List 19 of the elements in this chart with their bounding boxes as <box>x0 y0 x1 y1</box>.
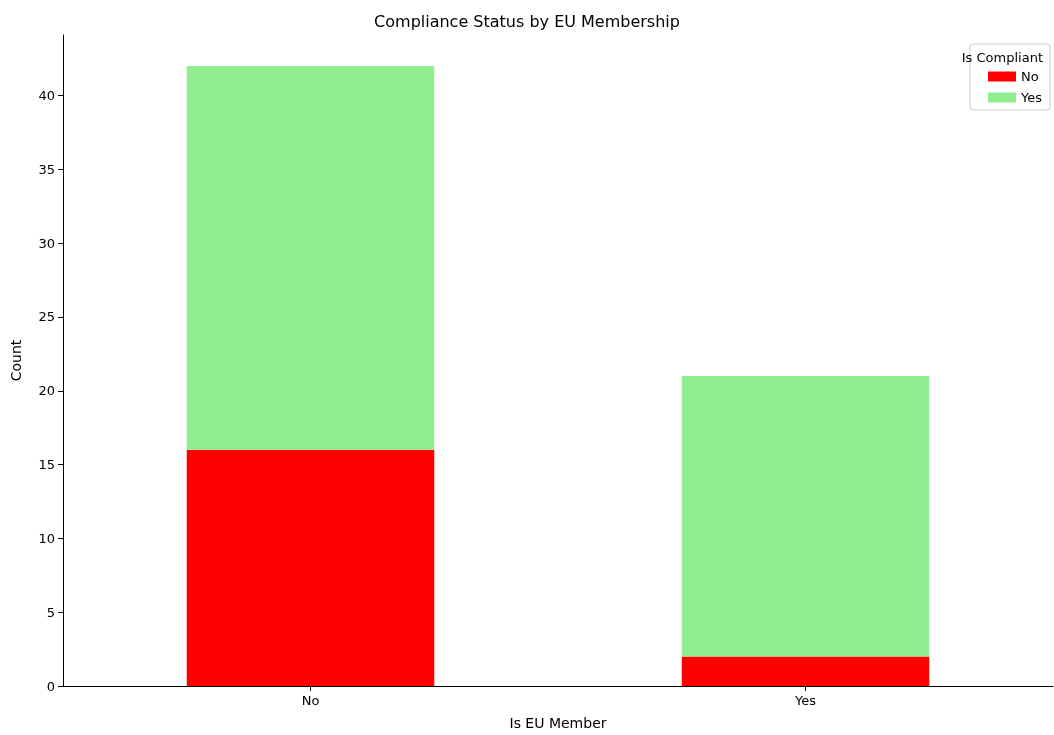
y-tick-label: 0 <box>46 678 55 694</box>
legend-label: Yes <box>1020 90 1043 105</box>
bar <box>681 656 930 686</box>
y-tick-label: 30 <box>38 235 55 251</box>
legend-label: No <box>1021 69 1039 84</box>
y-tick-label: 10 <box>38 530 55 546</box>
y-axis-title: Count <box>8 339 24 382</box>
bar <box>186 449 435 686</box>
y-tick-label: 25 <box>38 309 55 325</box>
bar <box>186 66 435 450</box>
bar <box>681 376 930 657</box>
y-tick-label: 5 <box>46 604 55 620</box>
y-tick-label: 15 <box>38 457 55 473</box>
x-axis-title: Is EU Member <box>509 715 607 731</box>
legend-title: Is Compliant <box>961 50 1044 65</box>
y-tick-label: 40 <box>38 88 55 104</box>
chart-title: Compliance Status by EU Membership <box>374 11 680 31</box>
y-tick-label: 20 <box>38 383 55 399</box>
y-tick-label: 35 <box>38 161 55 177</box>
